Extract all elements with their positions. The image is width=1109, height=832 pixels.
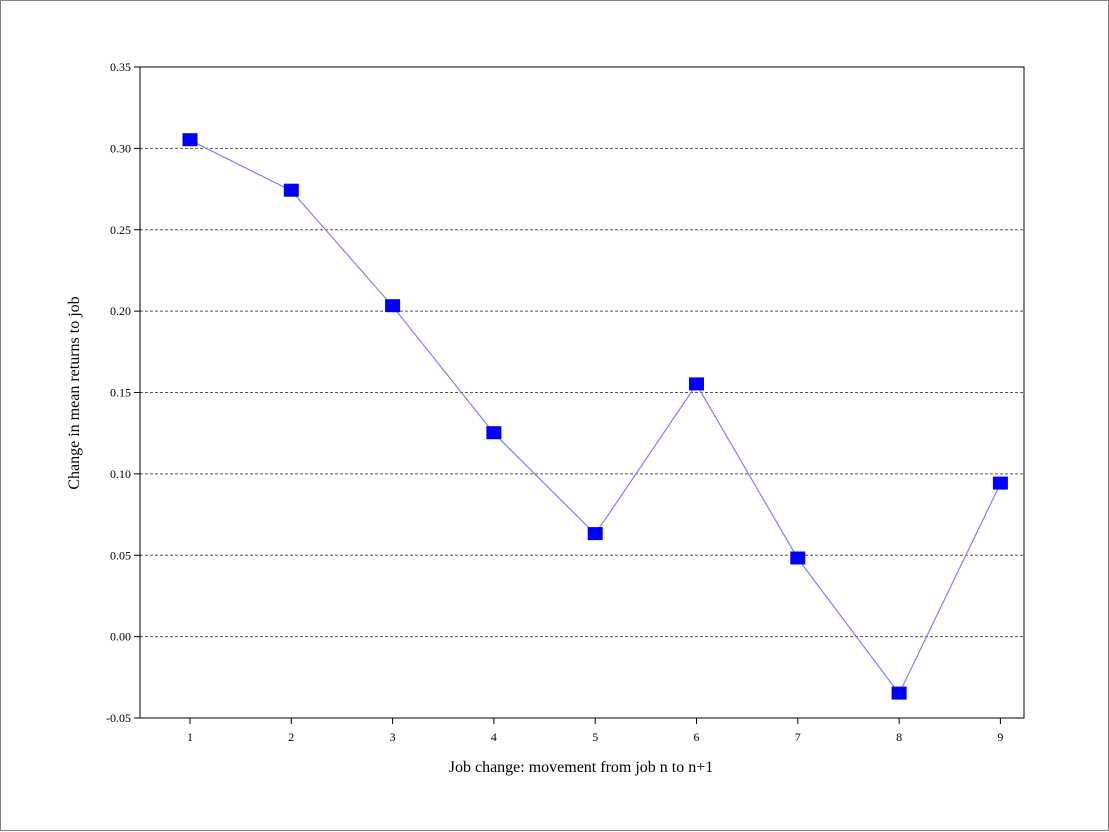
data-point-marker bbox=[182, 133, 198, 147]
y-tick-label: 0.25 bbox=[110, 223, 131, 237]
x-tick-label: 9 bbox=[997, 730, 1003, 744]
y-tick-label: -0.05 bbox=[106, 711, 131, 725]
y-tick-label: 0.15 bbox=[110, 386, 131, 400]
y-tick-label: 0.30 bbox=[110, 141, 131, 155]
y-tick-label: 0.20 bbox=[110, 304, 131, 318]
y-tick-label: 0.10 bbox=[110, 467, 131, 481]
x-tick-label: 6 bbox=[694, 730, 700, 744]
data-point-marker bbox=[992, 476, 1008, 490]
x-tick-label: 7 bbox=[795, 730, 801, 744]
y-axis-title: Change in mean returns to job bbox=[66, 296, 83, 489]
x-tick-label: 8 bbox=[896, 730, 902, 744]
y-axis-ticks: -0.05 0.00 0.05 0.10 0.15 0.20 0.25 0.30 0.35 bbox=[106, 60, 140, 725]
y-tick-label: 0.00 bbox=[110, 630, 131, 644]
y-tick-label: 0.35 bbox=[110, 60, 131, 74]
grid-lines bbox=[140, 147, 1024, 638]
series-layer bbox=[182, 133, 1008, 700]
data-point-marker bbox=[689, 377, 704, 391]
x-tick-label: 4 bbox=[491, 730, 497, 744]
x-tick-label: 1 bbox=[187, 730, 193, 744]
x-tick-label: 2 bbox=[288, 730, 294, 744]
series-line bbox=[189, 139, 1001, 695]
data-point-marker bbox=[486, 426, 502, 440]
x-tick-label: 3 bbox=[390, 730, 396, 744]
x-tick-label: 5 bbox=[592, 730, 598, 744]
data-point-marker bbox=[283, 183, 299, 197]
data-point-marker bbox=[587, 527, 603, 541]
x-axis-title: Job change: movement from job n to n+1 bbox=[449, 759, 714, 776]
y-tick-label: 0.05 bbox=[110, 548, 131, 562]
data-point-marker bbox=[790, 551, 806, 565]
data-point-marker bbox=[385, 299, 401, 313]
x-axis-ticks: 1 2 3 4 5 6 7 8 9 bbox=[187, 718, 1003, 744]
data-point-marker bbox=[891, 686, 907, 700]
